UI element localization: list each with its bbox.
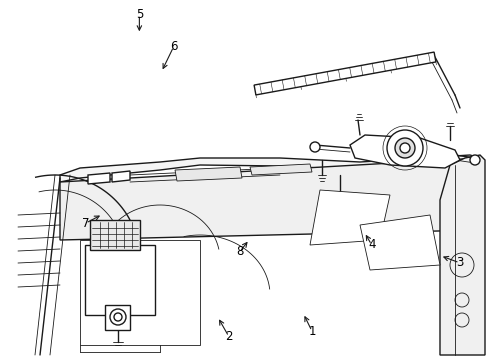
Text: 8: 8 [235, 246, 243, 258]
Polygon shape [439, 155, 484, 355]
Polygon shape [254, 52, 435, 95]
Polygon shape [60, 155, 479, 182]
Circle shape [469, 155, 479, 165]
Text: 6: 6 [169, 40, 177, 53]
Circle shape [309, 142, 319, 152]
Circle shape [399, 143, 409, 153]
Polygon shape [105, 305, 130, 330]
Text: 7: 7 [81, 217, 89, 230]
Polygon shape [88, 173, 110, 184]
Text: 4: 4 [367, 238, 375, 251]
Polygon shape [60, 158, 479, 240]
Text: 1: 1 [307, 325, 315, 338]
Polygon shape [349, 135, 459, 168]
Polygon shape [175, 167, 242, 181]
Text: 2: 2 [224, 330, 232, 343]
Polygon shape [309, 190, 389, 245]
Polygon shape [90, 220, 140, 250]
Circle shape [386, 130, 422, 166]
Polygon shape [112, 171, 130, 182]
Text: 3: 3 [455, 256, 463, 269]
Polygon shape [249, 164, 311, 175]
Circle shape [394, 138, 414, 158]
Text: 5: 5 [135, 8, 143, 21]
Polygon shape [85, 245, 155, 315]
Polygon shape [359, 215, 439, 270]
